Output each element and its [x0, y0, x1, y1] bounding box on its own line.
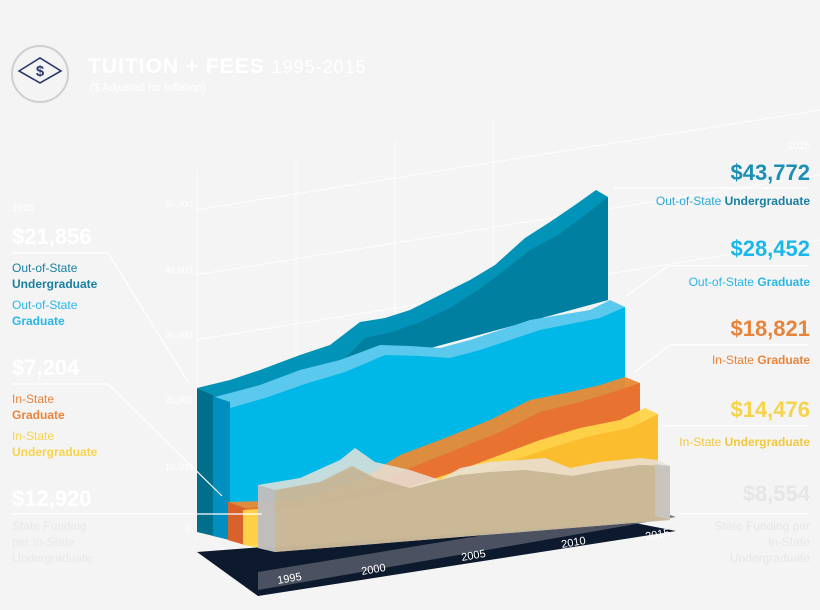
oos-gr-line1: Out-of-State — [12, 298, 78, 312]
svg-text:$: $ — [36, 63, 45, 80]
sf-line3: Undergraduate — [12, 551, 93, 565]
is-ug-label-b: Undergraduate — [724, 435, 810, 449]
is-gr-line1: In-State — [12, 392, 55, 406]
is-gr-label-b: Graduate — [757, 353, 810, 367]
oos-gr-2015-value: $28,452 — [730, 236, 810, 261]
sf-right-line1: State Funding per — [714, 519, 810, 533]
oos-ug-label-right: Out-of-State Undergraduate — [656, 193, 810, 209]
left-year-label: 1995 — [12, 203, 35, 214]
is-gr-label-left: In-State Graduate — [12, 391, 65, 423]
leader-lines-left — [12, 252, 262, 515]
svg-text:2015: 2015 — [644, 527, 670, 543]
oos-ug-line2: Undergraduate — [12, 277, 98, 291]
oos-ug-2015-value: $43,772 — [730, 160, 810, 185]
sf-2015-value: $8,554 — [742, 481, 810, 506]
dollar-diamond-icon: $ — [11, 45, 69, 103]
right-year-label: 2015 — [787, 141, 810, 152]
svg-text:30,000: 30,000 — [165, 330, 193, 340]
oos-gr-label-right: Out-of-State Graduate — [689, 274, 810, 290]
svg-text:2005: 2005 — [460, 548, 486, 564]
is-ug-label-left: In-State Undergraduate — [12, 428, 97, 460]
svg-text:1995: 1995 — [276, 571, 302, 587]
page-title: TUITION + FEES 1995-2015 — [88, 55, 367, 79]
title-years: 1995-2015 — [271, 57, 367, 77]
oos-ug-label-a: Out-of-State — [655, 194, 722, 208]
is-gr-label-right: In-State Graduate — [712, 352, 810, 368]
svg-text:0: 0 — [186, 524, 191, 534]
leader-lines-right — [614, 187, 808, 515]
y-axis-ticks: 50,000 40,000 30,000 20,000 10,000 0 — [165, 199, 193, 534]
x-axis-ticks: 1995 2000 2005 2010 2015 — [276, 527, 670, 587]
svg-text:2010: 2010 — [560, 535, 586, 551]
svg-text:20,000: 20,000 — [165, 395, 193, 405]
svg-text:10,000: 10,000 — [165, 462, 193, 472]
sf-line1: State Funding — [12, 519, 87, 533]
is-gr-2015-value: $18,821 — [730, 316, 810, 341]
sf-label-right: State Funding per In-State Undergraduate — [715, 518, 810, 566]
is-1995-value: $7,204 — [12, 355, 80, 380]
is-ug-label-a: In-State — [679, 435, 722, 449]
svg-text:50,000: 50,000 — [165, 199, 193, 209]
is-gr-label-a: In-State — [711, 353, 754, 367]
oos-ug-label-b: Undergraduate — [724, 194, 810, 208]
sf-right-line2: In-State — [767, 535, 810, 549]
sf-label-left: State Funding per In-State Undergraduate — [12, 518, 92, 566]
oos-1995-value: $21,856 — [12, 224, 92, 249]
is-ug-line2: Undergraduate — [12, 445, 98, 459]
oos-gr-label-left: Out-of-State Graduate — [12, 297, 77, 329]
page-subtitle: ($ Adjusted for Inflation) — [90, 82, 207, 94]
oos-gr-label-a: Out-of-State — [688, 275, 754, 289]
is-ug-2015-value: $14,476 — [730, 397, 810, 422]
oos-gr-label-b: Graduate — [757, 275, 810, 289]
oos-ug-label-left: Out-of-State Undergraduate — [12, 260, 97, 292]
is-gr-line2: Graduate — [12, 408, 65, 422]
svg-text:40,000: 40,000 — [165, 265, 193, 275]
title-text: TUITION + FEES — [88, 55, 265, 78]
sf-right-line3: Undergraduate — [729, 551, 810, 565]
is-ug-line1: In-State — [12, 429, 55, 443]
sf-1995-value: $12,920 — [12, 486, 92, 511]
svg-text:2000: 2000 — [360, 562, 386, 578]
sf-line2: per In-State — [12, 535, 75, 549]
is-ug-label-right: In-State Undergraduate — [679, 434, 810, 450]
oos-gr-line2: Graduate — [12, 314, 65, 328]
oos-ug-line1: Out-of-State — [12, 261, 78, 275]
